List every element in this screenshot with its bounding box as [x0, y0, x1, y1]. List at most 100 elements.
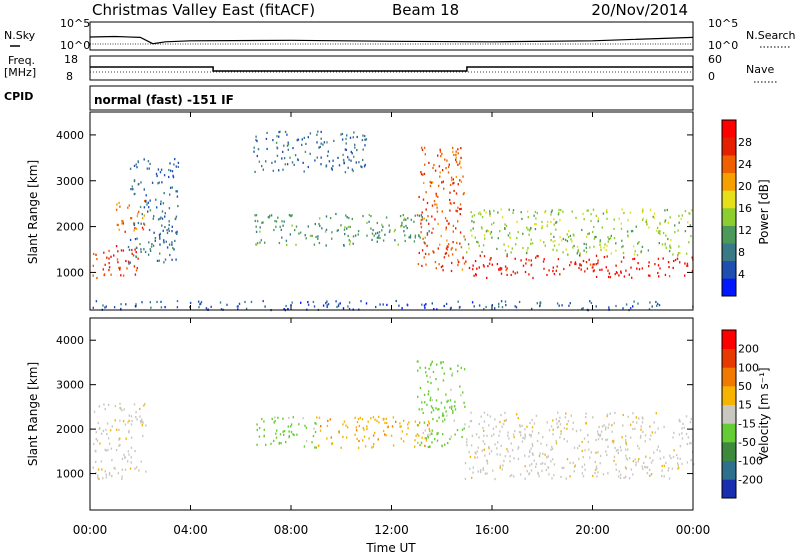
power-colorbar-swatch — [722, 243, 736, 262]
vel-colorbar-tick: 200 — [738, 343, 759, 356]
vel-region-4 — [464, 411, 695, 481]
vel-colorbar-swatch — [722, 330, 736, 349]
noise-right-label: N.Search — [746, 29, 796, 42]
vel-colorbar-tick: 50 — [738, 380, 752, 393]
vel-colorbar-tick: -50 — [738, 436, 756, 449]
freq-frame — [89, 55, 694, 81]
noise-left-top-tick: 10^5 — [60, 17, 90, 30]
vel-colorbar-swatch — [722, 348, 736, 368]
power-colorbar-tick: 20 — [738, 180, 752, 193]
power-region-5 — [416, 146, 466, 273]
power-panel: 1000 2000 3000 4000 Slant Range [km] — [26, 111, 694, 312]
vel-colorbar-swatch — [722, 367, 736, 387]
date-title: 20/Nov/2014 — [591, 1, 688, 19]
freq-left-top-tick: 18 — [64, 53, 78, 66]
power-ylabel: Slant Range [km] — [26, 160, 40, 264]
power-region-2 — [127, 158, 180, 265]
power-colorbar-tick: 16 — [738, 202, 752, 215]
power-colorbar-tick: 12 — [738, 224, 752, 237]
power-region-8 — [92, 299, 694, 312]
power-region-1 — [115, 199, 146, 233]
vel-colorbar-tick: -200 — [738, 473, 763, 486]
vel-region-1 — [256, 416, 317, 449]
vel-colorbar-swatch — [722, 423, 736, 443]
noise-frame — [89, 21, 694, 51]
beam-title: Beam 18 — [392, 1, 459, 19]
power-ytick-label: 1000 — [56, 266, 84, 279]
freq-panel: Freq. [MHz] 18 8 60 0 Nave — [4, 53, 778, 83]
power-data-layer — [92, 130, 694, 312]
velocity-frame — [89, 317, 694, 511]
power-colorbar-swatch — [722, 208, 736, 226]
power-colorbar-tick: 4 — [738, 268, 745, 281]
vel-colorbar-tick: -15 — [738, 417, 756, 430]
velocity-colorbar-label: Velocity [m s⁻¹] — [757, 367, 771, 460]
power-colorbar-label: Power [dB] — [757, 179, 771, 244]
freq-label-line2: [MHz] — [4, 66, 36, 79]
power-colorbar-swatch — [722, 137, 736, 156]
power-colorbar-swatch — [722, 155, 736, 174]
power-ytick-label: 4000 — [56, 129, 84, 142]
power-colorbar-swatch — [722, 120, 736, 138]
power-region-0 — [92, 245, 139, 280]
cpid-text: normal (fast) -151 IF — [94, 93, 234, 107]
power-region-3 — [254, 212, 430, 247]
time-tick-label: 08:00 — [274, 523, 309, 537]
vel-region-0 — [92, 402, 147, 481]
power-colorbar-swatch — [722, 172, 736, 191]
vel-ytick-label: 1000 — [56, 468, 84, 481]
freq-left-bottom-tick: 8 — [66, 70, 73, 83]
time-tick-label: 00:00 — [676, 523, 711, 537]
power-colorbar-swatch — [722, 190, 736, 209]
power-colorbar-swatch — [722, 260, 736, 279]
vel-colorbar-frame — [721, 329, 737, 499]
vel-region-3 — [416, 360, 466, 449]
cpid-frame — [89, 85, 694, 111]
vel-colorbar-swatch — [722, 442, 736, 461]
power-colorbar-swatch — [722, 278, 736, 297]
freq-series — [90, 66, 693, 72]
noise-panel: N.Sky 10^5 10^0 10^5 10^0 N.Search — [4, 17, 796, 52]
time-tick-label: 12:00 — [374, 523, 409, 537]
velocity-colorbar: 200 100 50 15 -15 -50 -100 -200 — [721, 329, 763, 499]
xaxis-label: Time UT — [365, 541, 416, 554]
power-ytick-label: 2000 — [56, 221, 84, 234]
power-region-4 — [253, 130, 368, 174]
nave-label: Nave — [746, 63, 774, 76]
power-region-7 — [464, 208, 693, 257]
power-region-6 — [465, 254, 694, 280]
velocity-ylabel: Slant Range [km] — [26, 362, 40, 466]
power-colorbar: 4 8 12 16 20 24 28 — [721, 119, 752, 297]
noise-sky-series — [89, 35, 694, 45]
vel-colorbar-swatch — [722, 386, 736, 405]
noise-left-label: N.Sky — [4, 29, 36, 42]
time-axis: 00:00 04:00 08:00 12:00 16:00 20:00 00:00 — [73, 523, 711, 537]
noise-right-top-tick: 10^5 — [708, 17, 738, 30]
vel-colorbar-swatch — [722, 479, 736, 499]
vel-ytick-label: 2000 — [56, 423, 84, 436]
time-tick-label: 00:00 — [73, 523, 108, 537]
power-colorbar-swatch — [722, 225, 736, 244]
power-colorbar-frame — [721, 119, 737, 297]
time-tick-label: 20:00 — [575, 523, 610, 537]
vel-colorbar-swatch — [722, 460, 736, 480]
freq-label-line1: Freq. — [8, 54, 35, 67]
vel-ytick-label: 4000 — [56, 334, 84, 347]
power-colorbar-tick: 28 — [738, 136, 752, 149]
vel-colorbar-tick: 100 — [738, 361, 759, 374]
vel-colorbar-tick: 15 — [738, 399, 752, 412]
vel-ytick-label: 3000 — [56, 379, 84, 392]
noise-left-bottom-tick: 10^0 — [60, 39, 90, 52]
freq-right-bottom-tick: 0 — [708, 70, 715, 83]
station-title: Christmas Valley East (fitACF) — [92, 1, 315, 19]
vel-colorbar-swatch — [722, 404, 736, 424]
power-colorbar-tick: 24 — [738, 158, 752, 171]
vel-colorbar-tick: -100 — [738, 455, 763, 468]
velocity-panel: 1000 2000 3000 4000 Slant Range [km] — [26, 317, 695, 511]
power-colorbar-tick: 8 — [738, 246, 745, 259]
power-ytick-label: 3000 — [56, 175, 84, 188]
power-frame — [89, 111, 694, 311]
velocity-data-layer — [92, 360, 695, 481]
time-tick-label: 16:00 — [475, 523, 510, 537]
